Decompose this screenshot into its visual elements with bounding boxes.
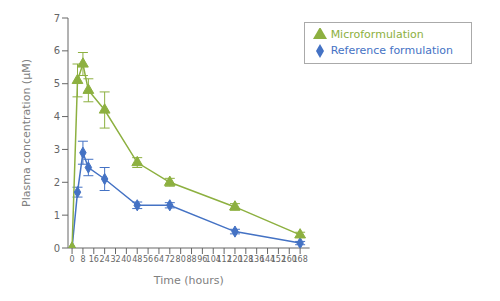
svg-text:Plasma concentration (μM): Plasma concentration (μM) [20, 59, 33, 207]
svg-text:136: 136 [249, 254, 265, 264]
svg-text:6: 6 [54, 45, 60, 56]
html-text:Microformulation: Microformulation [330, 28, 424, 41]
svg-text:56: 56 [143, 255, 153, 264]
svg-text:96: 96 [197, 254, 208, 264]
svg-text:2: 2 [54, 177, 60, 188]
html-text:Reference formulation: Reference formulation [330, 44, 453, 57]
svg-text:48: 48 [132, 255, 142, 264]
svg-text:144: 144 [259, 254, 276, 264]
svg-text:152: 152 [270, 254, 286, 264]
svg-text:128: 128 [238, 254, 254, 264]
svg-text:7: 7 [54, 13, 60, 24]
svg-text:4: 4 [54, 111, 60, 122]
svg-text:5: 5 [54, 78, 60, 89]
svg-text:0: 0 [70, 255, 75, 264]
svg-text:104: 104 [205, 254, 221, 264]
svg-text:40: 40 [121, 255, 131, 264]
svg-text:80: 80 [176, 255, 186, 264]
svg-text:0: 0 [54, 243, 60, 254]
svg-text:88: 88 [186, 255, 196, 264]
svg-text:32: 32 [110, 255, 120, 264]
svg-text:3: 3 [54, 144, 60, 155]
svg-text:Time (hours): Time (hours) [153, 274, 224, 287]
svg-text:168: 168 [292, 255, 307, 264]
svg-text:24: 24 [100, 255, 110, 264]
svg-text:120: 120 [227, 254, 243, 264]
svg-text:64: 64 [154, 255, 164, 264]
svg-text:112: 112 [216, 254, 232, 264]
svg-text:16: 16 [89, 255, 99, 264]
svg-text:8: 8 [80, 255, 85, 264]
svg-text:160: 160 [281, 254, 297, 264]
svg-text:72: 72 [165, 255, 175, 264]
svg-text:1: 1 [54, 210, 60, 221]
